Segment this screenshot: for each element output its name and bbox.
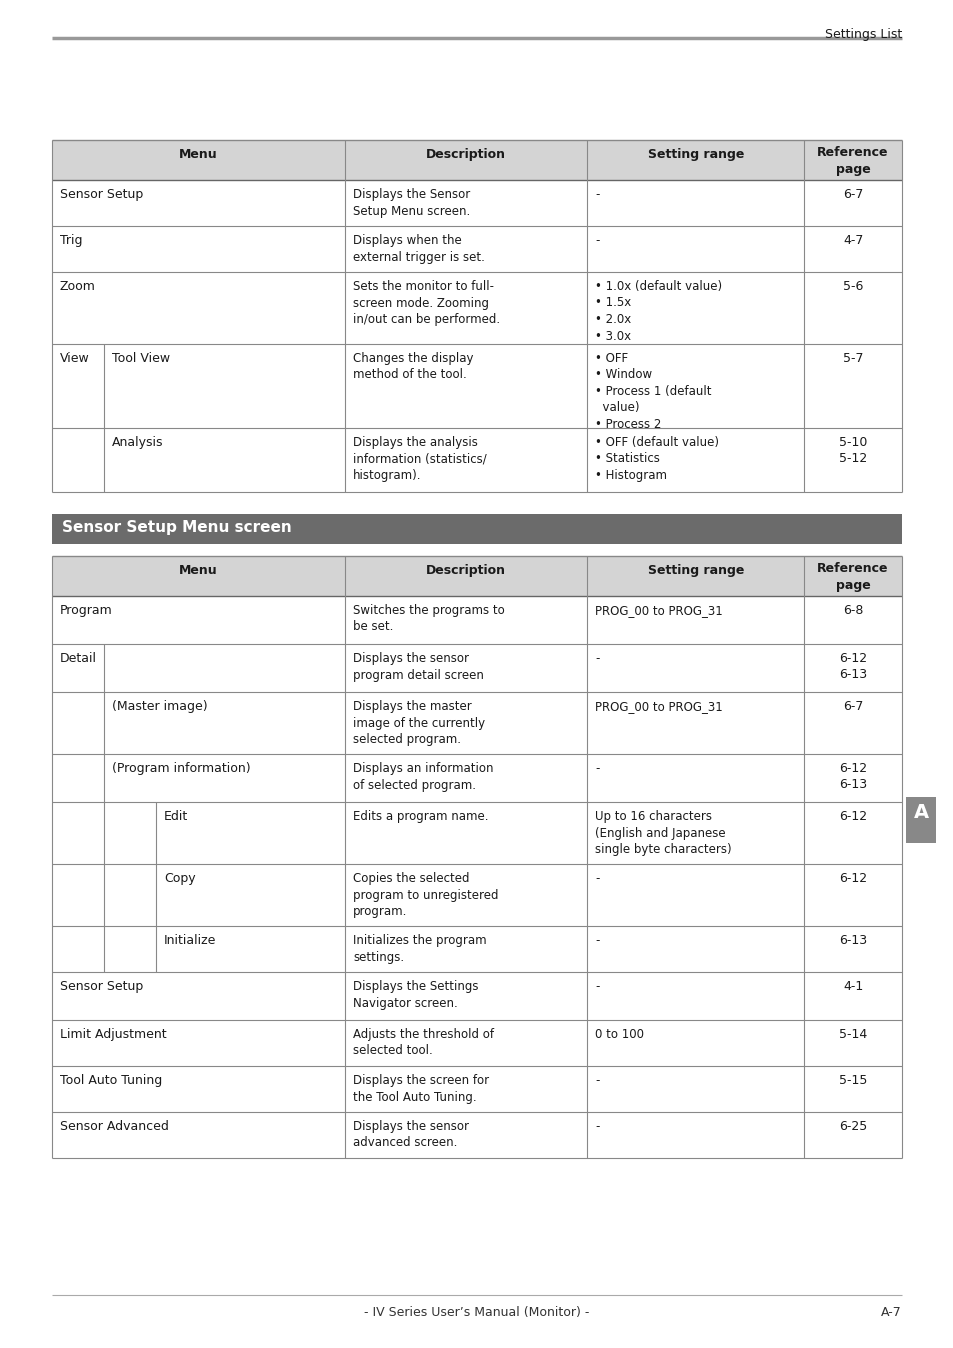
Text: Sensor Setup Menu screen: Sensor Setup Menu screen xyxy=(62,520,292,535)
Text: Displays an information
of selected program.: Displays an information of selected prog… xyxy=(353,762,494,791)
Text: Menu: Menu xyxy=(179,563,217,577)
Text: -: - xyxy=(595,235,599,247)
Text: Edit: Edit xyxy=(164,810,188,824)
Text: Setting range: Setting range xyxy=(647,148,743,160)
Text: 6-8: 6-8 xyxy=(842,604,862,617)
Text: 6-25: 6-25 xyxy=(838,1120,866,1134)
Text: (Program information): (Program information) xyxy=(112,762,251,775)
Text: -: - xyxy=(595,872,599,886)
Text: 0 to 100: 0 to 100 xyxy=(595,1029,644,1041)
Text: Trig: Trig xyxy=(60,235,82,247)
Text: -: - xyxy=(595,762,599,775)
Text: Changes the display
method of the tool.: Changes the display method of the tool. xyxy=(353,352,474,381)
Bar xyxy=(52,344,901,429)
Text: Initialize: Initialize xyxy=(164,934,216,948)
Text: 6-12: 6-12 xyxy=(839,810,866,824)
Text: Adjusts the threshold of
selected tool.: Adjusts the threshold of selected tool. xyxy=(353,1029,494,1057)
Text: -: - xyxy=(595,980,599,993)
Text: 5-15: 5-15 xyxy=(838,1074,866,1086)
Text: Copies the selected
program to unregistered
program.: Copies the selected program to unregiste… xyxy=(353,872,498,918)
Text: View: View xyxy=(60,352,90,365)
Text: Limit Adjustment: Limit Adjustment xyxy=(60,1029,167,1041)
Bar xyxy=(52,1066,901,1112)
Text: 6-12: 6-12 xyxy=(839,872,866,886)
Text: PROG_00 to PROG_31: PROG_00 to PROG_31 xyxy=(595,700,722,713)
Text: • OFF (default value)
• Statistics
• Histogram: • OFF (default value) • Statistics • His… xyxy=(595,435,719,483)
Text: • 1.0x (default value)
• 1.5x
• 2.0x
• 3.0x: • 1.0x (default value) • 1.5x • 2.0x • 3… xyxy=(595,280,721,342)
Text: Displays when the
external trigger is set.: Displays when the external trigger is se… xyxy=(353,235,485,263)
Text: 6-12
6-13: 6-12 6-13 xyxy=(839,762,866,791)
Text: Zoom: Zoom xyxy=(60,280,95,293)
Text: 5-6: 5-6 xyxy=(842,280,862,293)
Text: 4-7: 4-7 xyxy=(842,235,862,247)
Text: 5-10
5-12: 5-10 5-12 xyxy=(838,435,866,465)
Text: PROG_00 to PROG_31: PROG_00 to PROG_31 xyxy=(595,604,722,617)
Text: Menu: Menu xyxy=(179,148,217,160)
Text: Displays the sensor
advanced screen.: Displays the sensor advanced screen. xyxy=(353,1120,469,1150)
Text: Sensor Advanced: Sensor Advanced xyxy=(60,1120,169,1134)
Text: Switches the programs to
be set.: Switches the programs to be set. xyxy=(353,604,504,634)
Bar xyxy=(52,555,901,596)
Bar xyxy=(52,1112,901,1158)
Text: 5-14: 5-14 xyxy=(838,1029,866,1041)
Text: Sensor Setup: Sensor Setup xyxy=(60,980,143,993)
Text: 6-12
6-13: 6-12 6-13 xyxy=(839,652,866,682)
Text: Description: Description xyxy=(426,148,506,160)
Text: A: A xyxy=(912,803,927,822)
Bar xyxy=(52,596,901,644)
Text: Tool View: Tool View xyxy=(112,352,170,365)
Bar xyxy=(52,692,901,754)
Text: Edits a program name.: Edits a program name. xyxy=(353,810,488,824)
Text: Displays the analysis
information (statistics/
histogram).: Displays the analysis information (stati… xyxy=(353,435,486,483)
Bar xyxy=(52,429,901,492)
Bar xyxy=(52,272,901,344)
Text: -: - xyxy=(595,652,599,665)
Text: Reference
page: Reference page xyxy=(817,562,888,592)
Bar xyxy=(52,644,901,692)
Text: 6-13: 6-13 xyxy=(839,934,866,948)
Bar xyxy=(52,226,901,272)
Text: -: - xyxy=(595,1120,599,1134)
Text: 6-7: 6-7 xyxy=(842,700,862,713)
Bar xyxy=(52,802,901,864)
Text: -: - xyxy=(595,934,599,948)
Bar xyxy=(52,864,901,926)
Bar xyxy=(52,754,901,802)
Bar xyxy=(905,797,935,842)
Text: • OFF
• Window
• Process 1 (default
  value)
• Process 2: • OFF • Window • Process 1 (default valu… xyxy=(595,352,711,431)
Text: Displays the master
image of the currently
selected program.: Displays the master image of the current… xyxy=(353,700,485,745)
Text: 4-1: 4-1 xyxy=(842,980,862,993)
Bar xyxy=(52,140,901,181)
Text: Tool Auto Tuning: Tool Auto Tuning xyxy=(60,1074,162,1086)
Text: 5-7: 5-7 xyxy=(842,352,862,365)
Text: Settings List: Settings List xyxy=(824,28,901,40)
Text: Initializes the program
settings.: Initializes the program settings. xyxy=(353,934,486,964)
Bar xyxy=(52,972,901,1020)
Bar xyxy=(52,926,901,972)
Bar xyxy=(52,514,901,545)
Text: Sensor Setup: Sensor Setup xyxy=(60,187,143,201)
Text: Displays the Settings
Navigator screen.: Displays the Settings Navigator screen. xyxy=(353,980,478,1010)
Text: Sets the monitor to full-
screen mode. Zooming
in/out can be performed.: Sets the monitor to full- screen mode. Z… xyxy=(353,280,500,326)
Text: A-7: A-7 xyxy=(881,1306,901,1318)
Text: - IV Series User’s Manual (Monitor) -: - IV Series User’s Manual (Monitor) - xyxy=(364,1306,589,1318)
Text: Copy: Copy xyxy=(164,872,195,886)
Text: Reference
page: Reference page xyxy=(817,146,888,175)
Text: Setting range: Setting range xyxy=(647,563,743,577)
Text: Detail: Detail xyxy=(60,652,97,665)
Bar xyxy=(52,1020,901,1066)
Text: (Master image): (Master image) xyxy=(112,700,208,713)
Text: Displays the Sensor
Setup Menu screen.: Displays the Sensor Setup Menu screen. xyxy=(353,187,470,217)
Text: -: - xyxy=(595,1074,599,1086)
Text: Up to 16 characters
(English and Japanese
single byte characters): Up to 16 characters (English and Japanes… xyxy=(595,810,731,856)
Text: Program: Program xyxy=(60,604,112,617)
Bar xyxy=(52,181,901,226)
Text: Displays the sensor
program detail screen: Displays the sensor program detail scree… xyxy=(353,652,483,682)
Text: Analysis: Analysis xyxy=(112,435,163,449)
Text: -: - xyxy=(595,187,599,201)
Text: 6-7: 6-7 xyxy=(842,187,862,201)
Text: Displays the screen for
the Tool Auto Tuning.: Displays the screen for the Tool Auto Tu… xyxy=(353,1074,489,1104)
Text: Description: Description xyxy=(426,563,506,577)
